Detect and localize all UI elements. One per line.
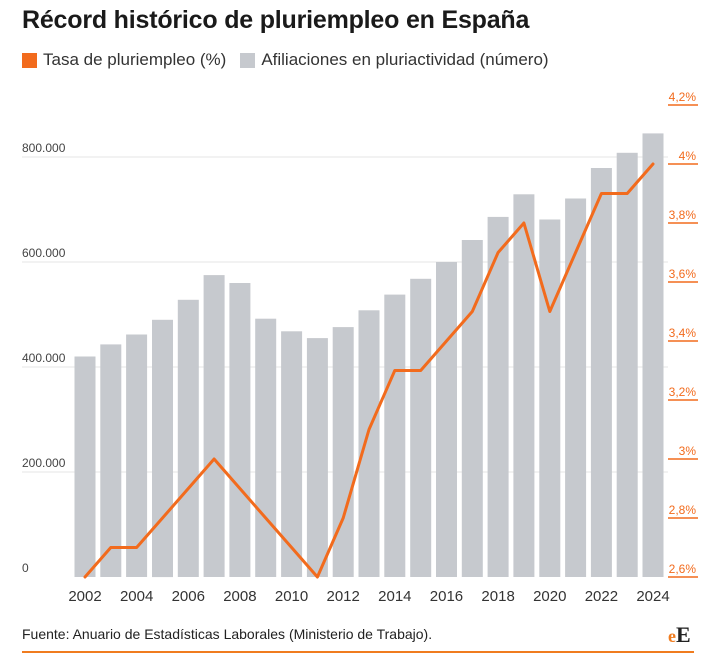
x-tick-label: 2010 — [275, 588, 308, 605]
bar — [616, 152, 638, 578]
bar — [410, 278, 432, 577]
bar — [642, 133, 664, 577]
y-left-tick-label: 200.000 — [22, 456, 66, 470]
bar — [384, 294, 406, 577]
y-right-tick-label: 4% — [679, 149, 697, 163]
bar — [255, 318, 277, 577]
y-left-tick-label: 600.000 — [22, 246, 66, 260]
x-tick-label: 2008 — [223, 588, 256, 605]
x-tick-label: 2014 — [378, 588, 411, 605]
legend-swatch-count — [240, 52, 256, 68]
bar — [565, 198, 587, 577]
bar — [487, 216, 509, 577]
legend-item-count: Afiliaciones en pluriactividad (número) — [240, 50, 549, 70]
chart-title: Récord histórico de pluriempleo en Españ… — [22, 6, 530, 34]
x-tick-label: 2016 — [430, 588, 463, 605]
y-right-tick-label: 2,8% — [669, 503, 697, 517]
line-layer — [83, 162, 655, 579]
y-left-tick-label: 800.000 — [22, 141, 66, 155]
bar — [436, 262, 457, 577]
x-tick-label: 2024 — [636, 588, 669, 605]
bar — [203, 275, 225, 577]
line-series-rate — [83, 162, 655, 579]
bar-layer — [74, 133, 664, 578]
bar — [100, 344, 122, 577]
y-left-tick-label: 400.000 — [22, 351, 66, 365]
y-right-tick-label: 4,2% — [669, 90, 697, 104]
y-right-tick-label: 3,8% — [669, 208, 697, 222]
bar — [461, 240, 483, 577]
legend-swatch-rate — [22, 52, 37, 68]
bar — [281, 331, 303, 577]
combo-chart: 0 200.000 400.000 600.000 800.000 2,6% 2,8% 3% 3… — [22, 90, 698, 605]
y-right-tick-label: 3,4% — [669, 326, 697, 340]
bar — [539, 219, 561, 577]
footer-rule — [22, 651, 694, 653]
label-layer: 0 200.000 400.000 600.000 800.000 2,6% 2,8% 3% 3… — [22, 90, 696, 605]
bar — [332, 327, 354, 577]
legend: Tasa de pluriempleo (%) Afiliaciones en … — [22, 50, 563, 70]
y-left-tick-label: 0 — [22, 561, 29, 575]
bar — [590, 168, 612, 577]
right-axis-layer — [668, 104, 698, 578]
y-right-tick-label: 2,6% — [669, 562, 697, 576]
bar — [229, 283, 251, 577]
bar — [126, 334, 148, 577]
legend-label-count: Afiliaciones en pluriactividad (número) — [261, 50, 549, 69]
publisher-logo: eE — [668, 622, 691, 647]
source-note: Fuente: Anuario de Estadísticas Laborale… — [22, 626, 433, 642]
x-tick-label: 2022 — [585, 588, 618, 605]
bar — [306, 338, 328, 577]
bar — [74, 356, 96, 577]
legend-label-rate: Tasa de pluriempleo (%) — [43, 50, 227, 69]
x-tick-label: 2020 — [533, 588, 566, 605]
bar — [358, 310, 380, 577]
x-tick-label: 2004 — [120, 588, 153, 605]
x-tick-label: 2018 — [481, 588, 514, 605]
y-right-tick-label: 3% — [679, 444, 697, 458]
bar — [152, 319, 173, 578]
x-tick-label: 2012 — [327, 588, 360, 605]
bar — [513, 194, 535, 578]
y-right-tick-label: 3,2% — [669, 385, 697, 399]
y-right-tick-label: 3,6% — [669, 267, 697, 281]
bar — [177, 299, 199, 577]
x-tick-label: 2002 — [68, 588, 101, 605]
x-tick-label: 2006 — [172, 588, 205, 605]
legend-item-rate: Tasa de pluriempleo (%) — [22, 50, 226, 70]
